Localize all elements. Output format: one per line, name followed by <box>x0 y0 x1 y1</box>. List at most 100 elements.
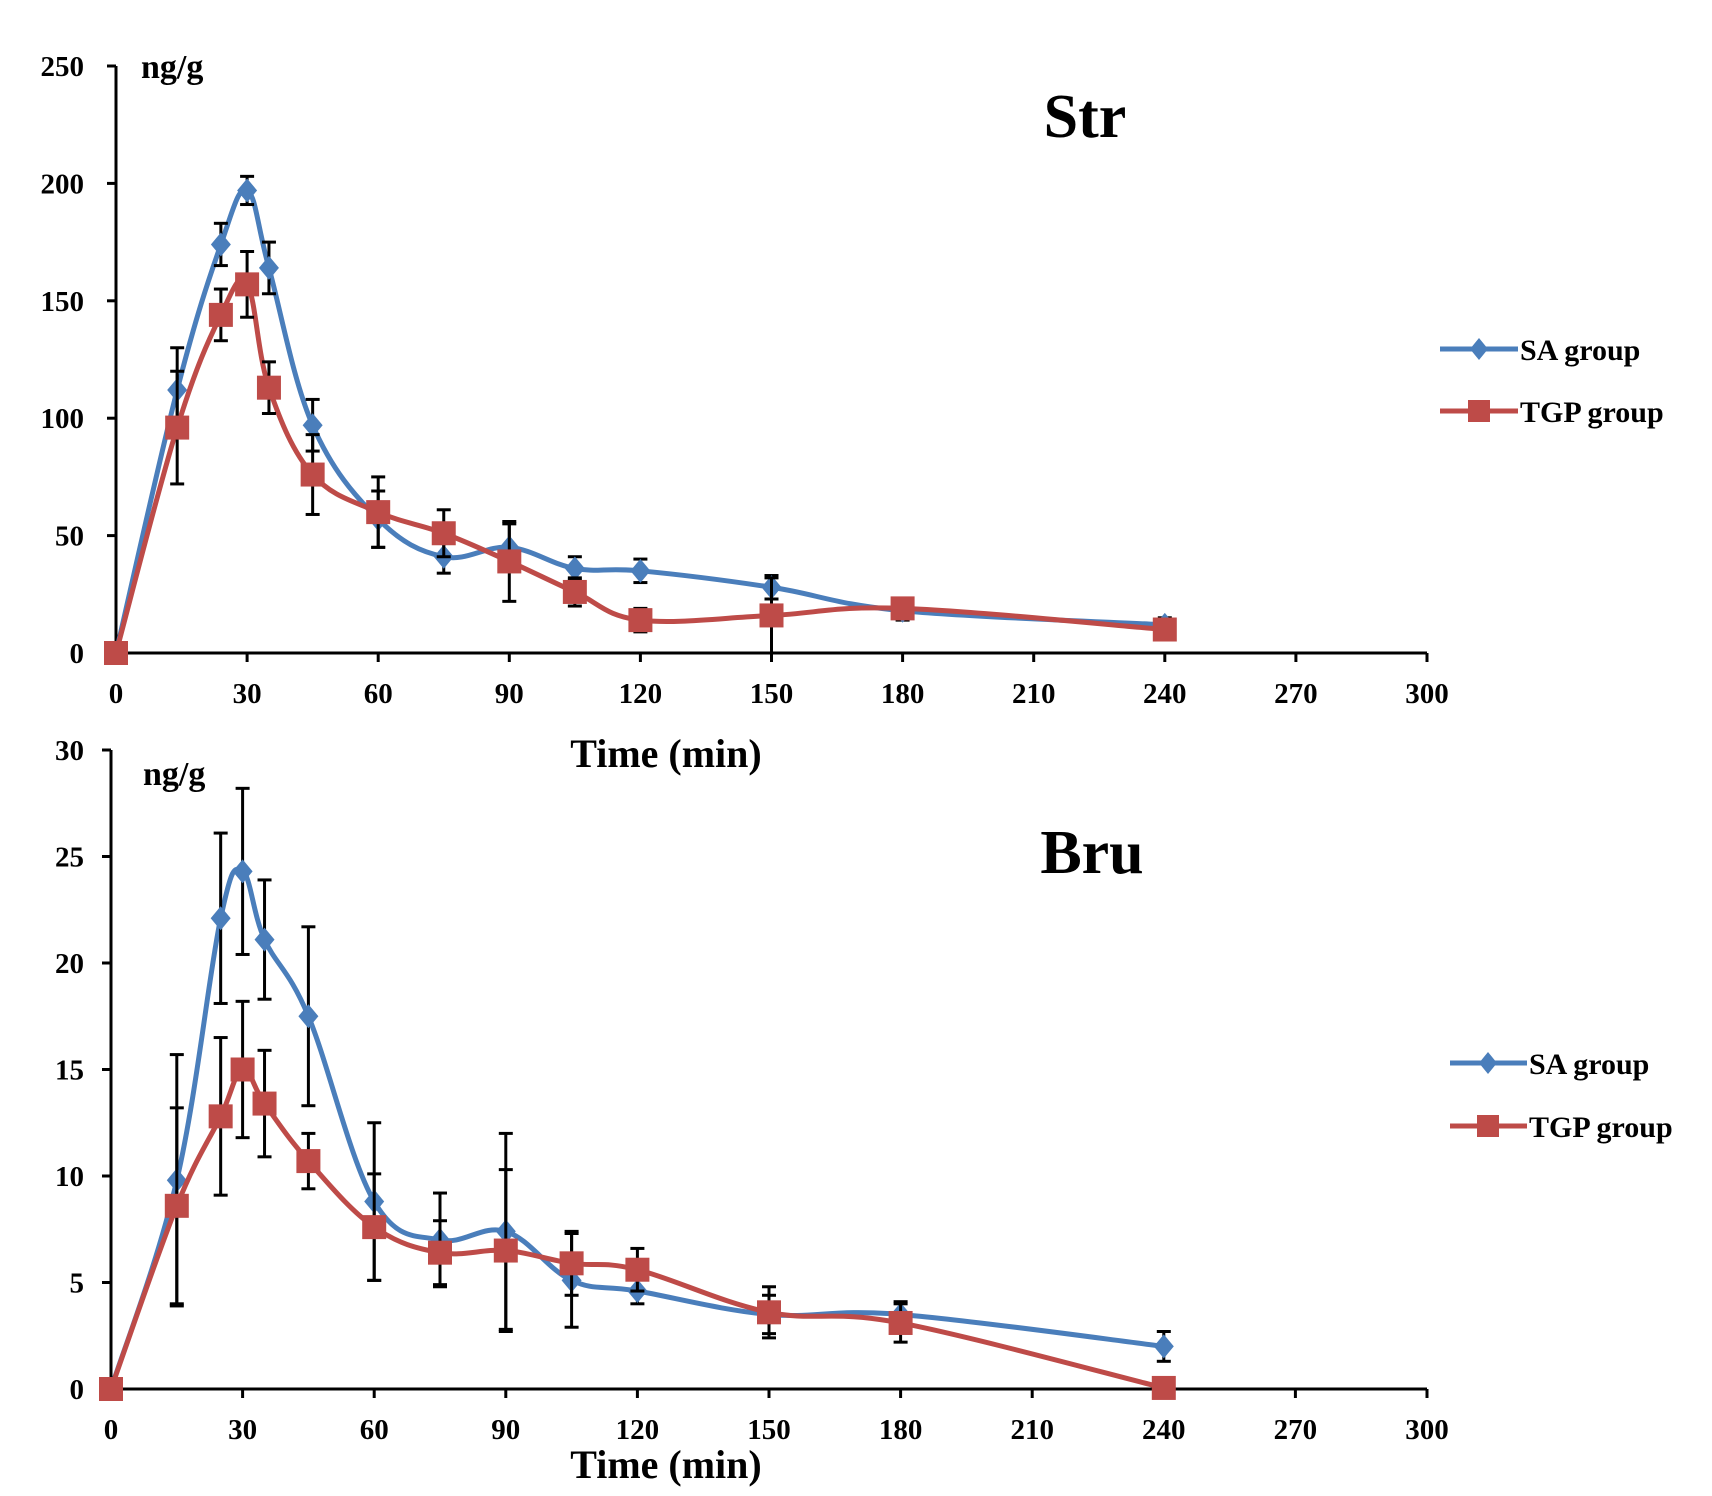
x-tick-label: 0 <box>109 678 124 710</box>
data-point <box>99 1377 123 1401</box>
data-point <box>104 641 128 665</box>
legend: SA group TGP group <box>1440 334 1664 429</box>
x-tick-label: 30 <box>233 678 262 710</box>
y-unit-label: ng/g <box>141 49 203 86</box>
x-axis-title: Time (min) <box>570 731 761 776</box>
y-tick-label: 10 <box>55 1161 84 1193</box>
data-point <box>890 596 915 621</box>
data-point <box>252 1091 277 1116</box>
legend-label-sa: SA group <box>1529 1048 1649 1081</box>
chart-title: Bru <box>1040 819 1143 887</box>
legend-label-tgp: TGP group <box>1520 396 1664 429</box>
data-point <box>208 302 233 327</box>
data-point <box>296 1149 321 1174</box>
x-tick-label: 270 <box>1274 678 1318 710</box>
x-tick-label: 240 <box>1143 678 1187 710</box>
data-point <box>497 549 522 574</box>
x-tick-label: 60 <box>364 678 393 710</box>
y-tick-label: 150 <box>41 286 85 318</box>
x-tick-label: 90 <box>495 678 524 710</box>
data-point <box>628 608 653 633</box>
data-point <box>1151 1375 1176 1400</box>
data-point <box>1153 1334 1174 1359</box>
legend-marker-tgp <box>1468 400 1490 422</box>
data-point <box>366 500 391 525</box>
data-point <box>164 1193 189 1218</box>
legend-label-tgp: TGP group <box>1529 1111 1673 1144</box>
data-point <box>559 1251 584 1276</box>
y-tick-label: 20 <box>55 948 84 980</box>
legend-item-sa: SA group <box>1440 334 1640 367</box>
legend-marker-tgp <box>1477 1115 1499 1137</box>
x-tick-label: 300 <box>1405 1414 1449 1446</box>
x-tick-label: 60 <box>360 1414 389 1446</box>
x-tick-label: 180 <box>881 678 925 710</box>
data-point <box>759 603 784 628</box>
data-point <box>230 1057 255 1082</box>
data-point <box>232 859 253 884</box>
data-point <box>564 556 585 581</box>
chart-panel-str: Str ng/g Time (min) 0 50 100 150 200 250 0 30 60… <box>41 49 1664 776</box>
data-point <box>298 1004 319 1029</box>
y-tick-label: 50 <box>55 521 84 553</box>
x-tick-label: 90 <box>491 1414 520 1446</box>
legend-marker-sa <box>1470 338 1488 360</box>
data-point <box>258 255 279 280</box>
y-tick-label: 15 <box>55 1055 84 1087</box>
y-tick-label: 200 <box>41 168 85 200</box>
data-point <box>165 415 190 440</box>
data-point <box>208 1104 233 1129</box>
data-point <box>493 1238 518 1263</box>
data-point <box>431 521 456 546</box>
data-point <box>625 1257 650 1282</box>
data-point <box>300 462 325 487</box>
legend-item-sa: SA group <box>1450 1048 1649 1081</box>
x-tick-label: 180 <box>879 1414 923 1446</box>
data-point <box>562 579 587 604</box>
series-tgp <box>104 249 1177 665</box>
chart-title: Str <box>1044 83 1127 151</box>
data-point <box>757 1300 781 1325</box>
data-point <box>210 906 231 931</box>
plot-area: 0 50 100 150 200 250 0 30 60 90 120 150 180 210 240 270… <box>41 51 1449 710</box>
x-axis-title: Time (min) <box>570 1442 761 1487</box>
data-point <box>235 272 260 297</box>
x-tick-label: 120 <box>619 678 663 710</box>
y-unit-label: ng/g <box>143 756 205 793</box>
y-tick-label: 5 <box>70 1268 85 1300</box>
x-tick-label: 150 <box>750 678 794 710</box>
data-point <box>302 413 323 438</box>
legend-label-sa: SA group <box>1520 334 1640 367</box>
data-point <box>1152 617 1177 642</box>
y-tick-label: 0 <box>70 638 85 670</box>
data-point <box>362 1215 387 1240</box>
y-tick-label: 100 <box>41 403 85 435</box>
x-tick-label: 210 <box>1012 678 1056 710</box>
legend-marker-sa <box>1479 1052 1497 1074</box>
x-tick-label: 210 <box>1010 1414 1054 1446</box>
legend: SA group TGP group <box>1450 1048 1673 1144</box>
x-tick-label: 300 <box>1405 678 1449 710</box>
y-tick-label: 25 <box>55 842 84 874</box>
x-tick-label: 30 <box>228 1414 257 1446</box>
legend-item-tgp: TGP group <box>1440 396 1664 429</box>
data-point <box>888 1310 913 1335</box>
y-tick-label: 30 <box>55 735 84 767</box>
x-tick-label: 150 <box>747 1414 791 1446</box>
legend-item-tgp: TGP group <box>1450 1111 1673 1144</box>
x-tick-label: 0 <box>104 1414 119 1446</box>
data-point <box>254 927 275 952</box>
data-point <box>256 375 281 400</box>
series-tgp <box>99 999 1176 1401</box>
data-point <box>428 1240 452 1265</box>
x-tick-label: 270 <box>1274 1414 1318 1446</box>
series-line <box>113 187 1168 656</box>
series-line <box>113 277 1168 656</box>
x-tick-label: 240 <box>1142 1414 1186 1446</box>
data-point <box>237 178 258 203</box>
y-tick-label: 0 <box>70 1374 85 1406</box>
x-tick-label: 120 <box>616 1414 660 1446</box>
